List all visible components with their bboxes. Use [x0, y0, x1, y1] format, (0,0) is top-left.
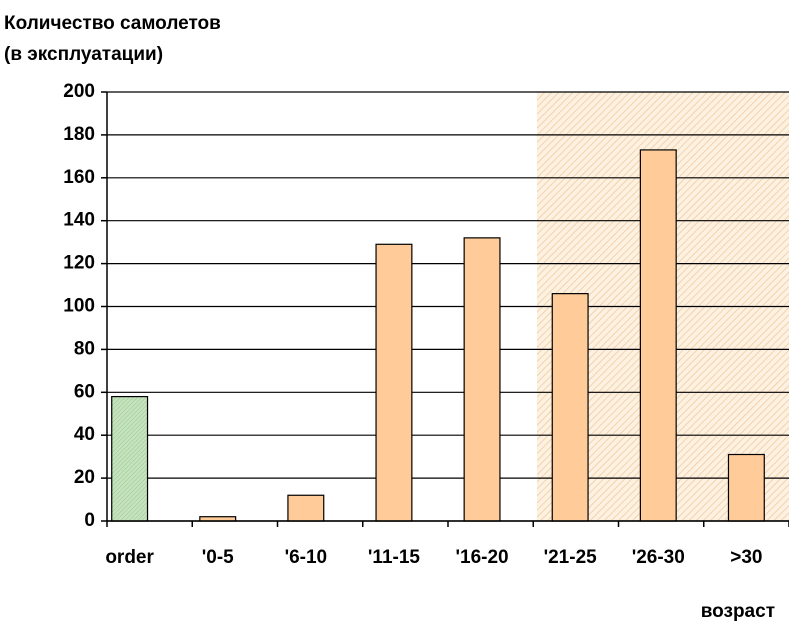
bar — [551, 293, 589, 522]
y-tick-label: 60 — [74, 381, 95, 402]
x-tick-label: order — [105, 547, 154, 568]
y-tick-label: 40 — [74, 424, 95, 445]
y-tick-label: 20 — [74, 467, 95, 488]
bar — [639, 149, 677, 522]
bar — [111, 395, 149, 522]
bar — [287, 494, 325, 522]
x-axis-label: возраст — [701, 601, 775, 622]
chart-title: (в эксплуатации) — [4, 44, 163, 65]
bar — [375, 243, 413, 522]
x-tick-label: '26-30 — [632, 547, 685, 568]
x-tick-label: '21-25 — [544, 547, 598, 568]
y-tick-label: 120 — [63, 253, 95, 274]
y-tick-label: 140 — [63, 210, 95, 231]
x-tick-label: '16-20 — [455, 547, 508, 568]
y-tick-label: 80 — [74, 338, 95, 359]
x-tick-label: >30 — [730, 547, 762, 568]
x-tick-label: '0-5 — [202, 547, 234, 568]
bar — [727, 453, 765, 522]
y-tick-label: 200 — [63, 81, 95, 102]
y-tick-label: 100 — [63, 296, 95, 317]
y-tick-label: 180 — [63, 124, 95, 145]
y-tick-label: 160 — [63, 167, 95, 188]
bar — [463, 237, 501, 522]
x-tick-label: '6-10 — [285, 547, 328, 568]
y-tick-label: 0 — [84, 510, 95, 531]
x-tick-label: '11-15 — [368, 547, 420, 568]
chart-title: Количество самолетов — [4, 13, 221, 34]
